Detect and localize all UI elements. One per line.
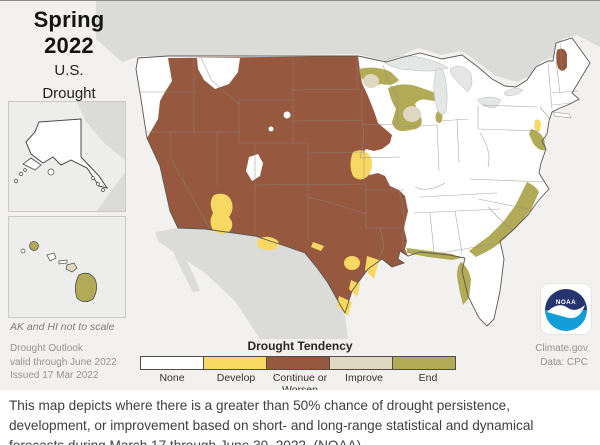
noaa-sky xyxy=(545,289,587,310)
canada-landmass xyxy=(96,1,600,82)
state-borders xyxy=(140,42,579,264)
issuance-line-3: Issued 17 Mar 2022 xyxy=(10,370,99,381)
legend-swatch-improve xyxy=(329,356,393,370)
baja-peninsula xyxy=(169,234,200,292)
subtitle-line-1: U.S. xyxy=(54,62,84,79)
region-none-colorado-dot xyxy=(268,126,274,132)
legend-label-end: End xyxy=(418,372,438,384)
subtitle-line-2: Drought xyxy=(42,85,96,103)
legend-label-continue-worsen: Continue or Worsen xyxy=(272,372,328,395)
niihau xyxy=(20,248,26,254)
legend: Drought Tendency None Develop Continue o… xyxy=(140,339,460,396)
big-island xyxy=(75,272,97,303)
legend-swatch-none xyxy=(140,356,204,370)
mexico-landmass xyxy=(155,228,348,339)
map-title: Spring 2022 xyxy=(33,7,105,58)
oahu xyxy=(46,252,57,262)
caption-text: This map depicts where there is a greate… xyxy=(9,398,534,445)
legend-label-develop: Develop xyxy=(216,372,256,384)
legend-title: Drought Tendency xyxy=(247,339,353,353)
source-line-2: Data: CPC xyxy=(540,356,588,368)
region-continue-worsen-maine xyxy=(556,48,567,71)
regions-improve xyxy=(363,74,421,122)
issuance-line-1: Drought Outlook xyxy=(10,343,83,354)
source-line-1: Climate.gov xyxy=(535,343,588,354)
aleutian-islands xyxy=(14,168,105,192)
alaska-shape xyxy=(25,118,109,189)
source-credit: Climate.gov Data: CPC xyxy=(535,342,588,369)
legend-color-bar xyxy=(140,356,460,370)
region-none-yellowstone xyxy=(283,111,291,119)
hawaii-inset xyxy=(8,216,126,318)
inset-scale-note: AK and HI not to scale xyxy=(10,321,115,333)
legend-label-improve: Improve xyxy=(345,372,383,384)
noaa-seagull xyxy=(547,305,585,319)
noaa-logo-graphic: NOAA xyxy=(545,289,587,331)
legend-label-none: None xyxy=(159,372,185,384)
alaska-map xyxy=(14,102,125,211)
issuance-note: Drought Outlook valid through June 2022 … xyxy=(10,342,117,383)
vancouver-island xyxy=(116,19,138,55)
alaska-inset xyxy=(8,101,126,212)
issuance-line-2: valid through June 2022 xyxy=(10,356,117,368)
long-island xyxy=(552,111,572,119)
caption-area: This map depicts where there is a greate… xyxy=(0,390,600,445)
canada-corner-2 xyxy=(97,172,125,211)
legend-swatch-end xyxy=(392,356,456,370)
region-none-colorado-rockies xyxy=(246,154,263,181)
conus-outline xyxy=(135,37,591,327)
legend-labels: None Develop Continue or Worsen Improve … xyxy=(140,370,460,396)
hawaii-map xyxy=(20,241,97,303)
legend-swatch-continue-worsen xyxy=(266,356,330,370)
canada-corner xyxy=(77,102,125,160)
molokai xyxy=(58,259,68,265)
noaa-logo: NOAA xyxy=(541,284,591,334)
map-panel: Spring 2022 U.S. Drought Outlook xyxy=(0,0,600,395)
legend-swatch-develop xyxy=(203,356,267,370)
kauai xyxy=(29,241,39,251)
maui xyxy=(65,262,78,273)
region-none-idaho-panhandle xyxy=(197,58,240,89)
noaa-wordmark: NOAA xyxy=(556,299,576,306)
alaska-peninsula xyxy=(22,157,42,171)
